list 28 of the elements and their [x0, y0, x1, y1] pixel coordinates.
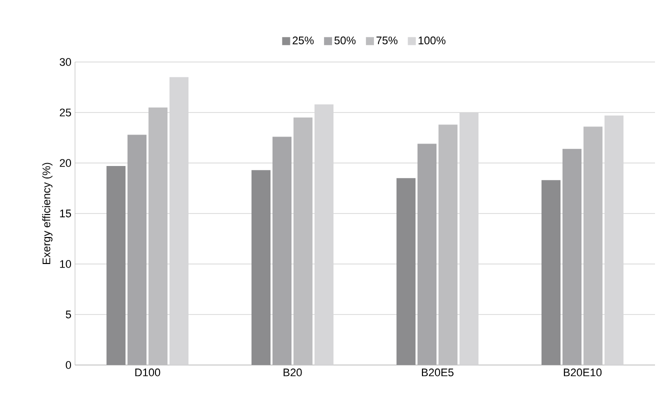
- y-tick-label: 15: [60, 210, 72, 218]
- bar: [293, 118, 312, 365]
- legend-label: 75%: [376, 36, 398, 44]
- y-tick-label: 10: [60, 260, 72, 268]
- bar: [148, 107, 168, 365]
- bar: [396, 178, 416, 365]
- legend-label: 25%: [292, 36, 314, 44]
- bar: [438, 124, 458, 365]
- x-tick-label: B20E10: [564, 368, 602, 376]
- bar: [252, 170, 271, 365]
- x-tick-label: D100: [135, 368, 160, 376]
- bar: [169, 77, 188, 365]
- x-tick-label: B20: [284, 368, 302, 376]
- y-axis-title: Exergy efficiency (%): [42, 162, 52, 264]
- bar: [459, 112, 478, 365]
- bar: [106, 166, 126, 365]
- y-tick-label: 25: [60, 108, 72, 116]
- bar: [604, 116, 624, 365]
- y-tick-label: 0: [66, 361, 72, 369]
- bar: [314, 104, 334, 365]
- legend-label: 50%: [334, 36, 356, 44]
- y-tick-label: 20: [60, 159, 72, 167]
- y-tick-label: 30: [60, 58, 72, 66]
- bar: [584, 126, 602, 365]
- bar: [542, 180, 561, 365]
- legend-label: 100%: [418, 36, 446, 44]
- x-tick-label: B20E5: [422, 368, 454, 376]
- y-tick-label: 5: [66, 310, 72, 318]
